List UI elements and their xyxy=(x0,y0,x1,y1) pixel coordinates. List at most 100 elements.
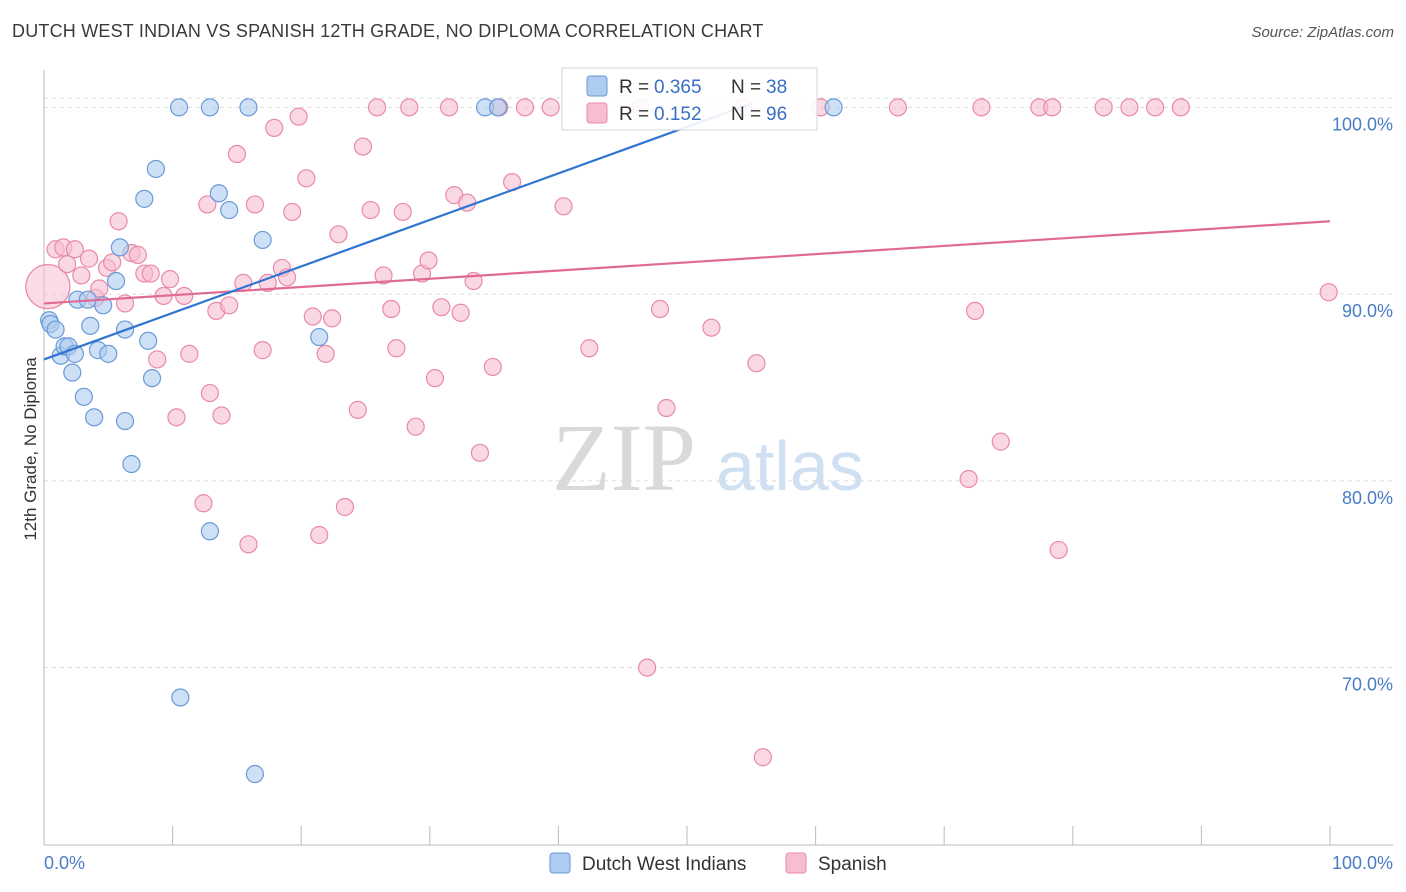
dutch-west-indians-point xyxy=(85,408,104,427)
dutch-west-indians-point xyxy=(63,363,82,382)
axes xyxy=(43,70,1393,846)
spanish-point xyxy=(451,303,470,322)
x-tick-label-max: 100.0% xyxy=(1332,853,1393,873)
spanish-point xyxy=(439,98,459,117)
spanish-point xyxy=(220,296,239,315)
dutch-west-indians-point xyxy=(169,98,189,117)
spanish-point xyxy=(657,398,676,418)
dutch-west-indians-point xyxy=(81,316,100,335)
legend: R = 0.365 N = 38 R = 0.152 N = 96 xyxy=(561,67,818,131)
spanish-point xyxy=(419,251,438,270)
spanish-point xyxy=(580,339,599,358)
dutch-west-indians-point xyxy=(200,98,219,117)
legend-n-value-1: 38 xyxy=(766,77,787,98)
spanish-point xyxy=(638,658,657,677)
legend-swatch-blue xyxy=(586,75,608,97)
spanish-point xyxy=(200,383,219,403)
spanish-point xyxy=(374,266,393,285)
spanish-point xyxy=(991,432,1010,451)
watermark-zip: ZIP xyxy=(552,404,696,511)
dutch-west-indians-point xyxy=(824,98,843,117)
spanish-point xyxy=(316,344,335,363)
spanish-point xyxy=(265,118,284,137)
legend-r-label-1: R = xyxy=(619,77,649,98)
dutch-west-indians-point xyxy=(146,159,165,179)
spanish-point xyxy=(393,202,412,222)
spanish-point xyxy=(1146,98,1165,117)
spanish-point xyxy=(335,497,355,517)
spanish-point xyxy=(367,98,387,117)
spanish-point xyxy=(109,212,128,231)
dutch-west-indians-point xyxy=(253,230,272,250)
legend-swatch-pink xyxy=(586,102,608,124)
spanish-point xyxy=(175,286,194,306)
spanish-point xyxy=(258,273,277,292)
spanish-point xyxy=(72,266,91,285)
spanish-point xyxy=(554,197,573,216)
y-tick-label: 100.0% xyxy=(1332,114,1393,134)
spanish-point xyxy=(753,748,772,767)
spanish-point xyxy=(483,357,502,377)
spanish-point xyxy=(297,169,316,188)
spanish-point xyxy=(194,494,213,513)
bottom-legend-swatch-blue xyxy=(549,852,571,874)
spanish-point xyxy=(541,98,560,117)
spanish-point xyxy=(239,535,258,554)
spanish-point xyxy=(329,225,348,244)
dutch-west-indians-point xyxy=(239,98,258,117)
spanish-point xyxy=(198,195,217,214)
trend-lines xyxy=(43,102,1331,361)
chart-source: Source: ZipAtlas.com xyxy=(1251,24,1394,41)
spanish-point xyxy=(160,270,180,289)
dutch-west-indians-point xyxy=(310,327,329,347)
dutch-west-indians-point xyxy=(488,98,508,117)
spanish-point xyxy=(515,98,535,117)
spanish-point xyxy=(1094,98,1113,117)
dutch-west-indians-point xyxy=(99,344,118,363)
spanish-point xyxy=(432,298,451,317)
y-tick-labels: 70.0% 80.0% 90.0% 100.0% xyxy=(1332,114,1393,694)
spanish-point xyxy=(79,249,99,268)
dutch-west-indians-point xyxy=(142,369,162,388)
dutch-west-indians-point xyxy=(135,189,154,208)
spanish-point xyxy=(212,406,231,425)
spanish-point xyxy=(141,264,160,283)
dutch-west-indians-point xyxy=(122,454,141,474)
spanish-point xyxy=(253,341,272,360)
dutch-west-indians-point xyxy=(171,688,190,707)
spanish-trend-line xyxy=(43,220,1331,305)
spanish-point xyxy=(425,369,445,388)
spanish-point xyxy=(650,299,670,319)
dutch-west-indians-point xyxy=(115,411,135,431)
chart-title: DUTCH WEST INDIAN VS SPANISH 12TH GRADE,… xyxy=(12,21,764,41)
spanish-point xyxy=(747,354,766,373)
bottom-legend: Dutch West Indians Spanish xyxy=(549,852,887,875)
spanish-point xyxy=(1171,98,1190,117)
dutch-west-indians-point xyxy=(106,271,126,291)
bottom-legend-label-dutch: Dutch West Indians xyxy=(582,854,746,875)
spanish-point xyxy=(180,344,199,363)
spanish-point xyxy=(245,195,265,214)
spanish-point xyxy=(1120,98,1139,117)
legend-n-label-2: N = xyxy=(731,104,761,125)
dutch-west-indians-point xyxy=(220,200,239,220)
dutch-west-indians-trend-line xyxy=(43,102,752,361)
dutch-west-indians-point xyxy=(46,320,65,339)
y-tick-label: 90.0% xyxy=(1342,301,1393,321)
dutch-west-indians-point xyxy=(94,296,113,315)
spanish-point xyxy=(289,107,308,126)
spanish-point xyxy=(382,299,401,319)
legend-r-label-2: R = xyxy=(619,104,649,125)
legend-n-value-2: 96 xyxy=(766,104,787,125)
spanish-point xyxy=(1319,283,1338,302)
dutch-west-indians-point xyxy=(245,764,265,784)
spanish-point xyxy=(702,318,721,337)
dutch-west-indians-point xyxy=(200,522,219,541)
spanish-point xyxy=(128,245,147,264)
spanish-point xyxy=(227,144,246,164)
spanish-point xyxy=(25,264,71,310)
y-tick-label: 70.0% xyxy=(1342,675,1393,695)
watermark: ZIP atlas xyxy=(552,404,864,511)
spanish-point xyxy=(310,525,329,545)
